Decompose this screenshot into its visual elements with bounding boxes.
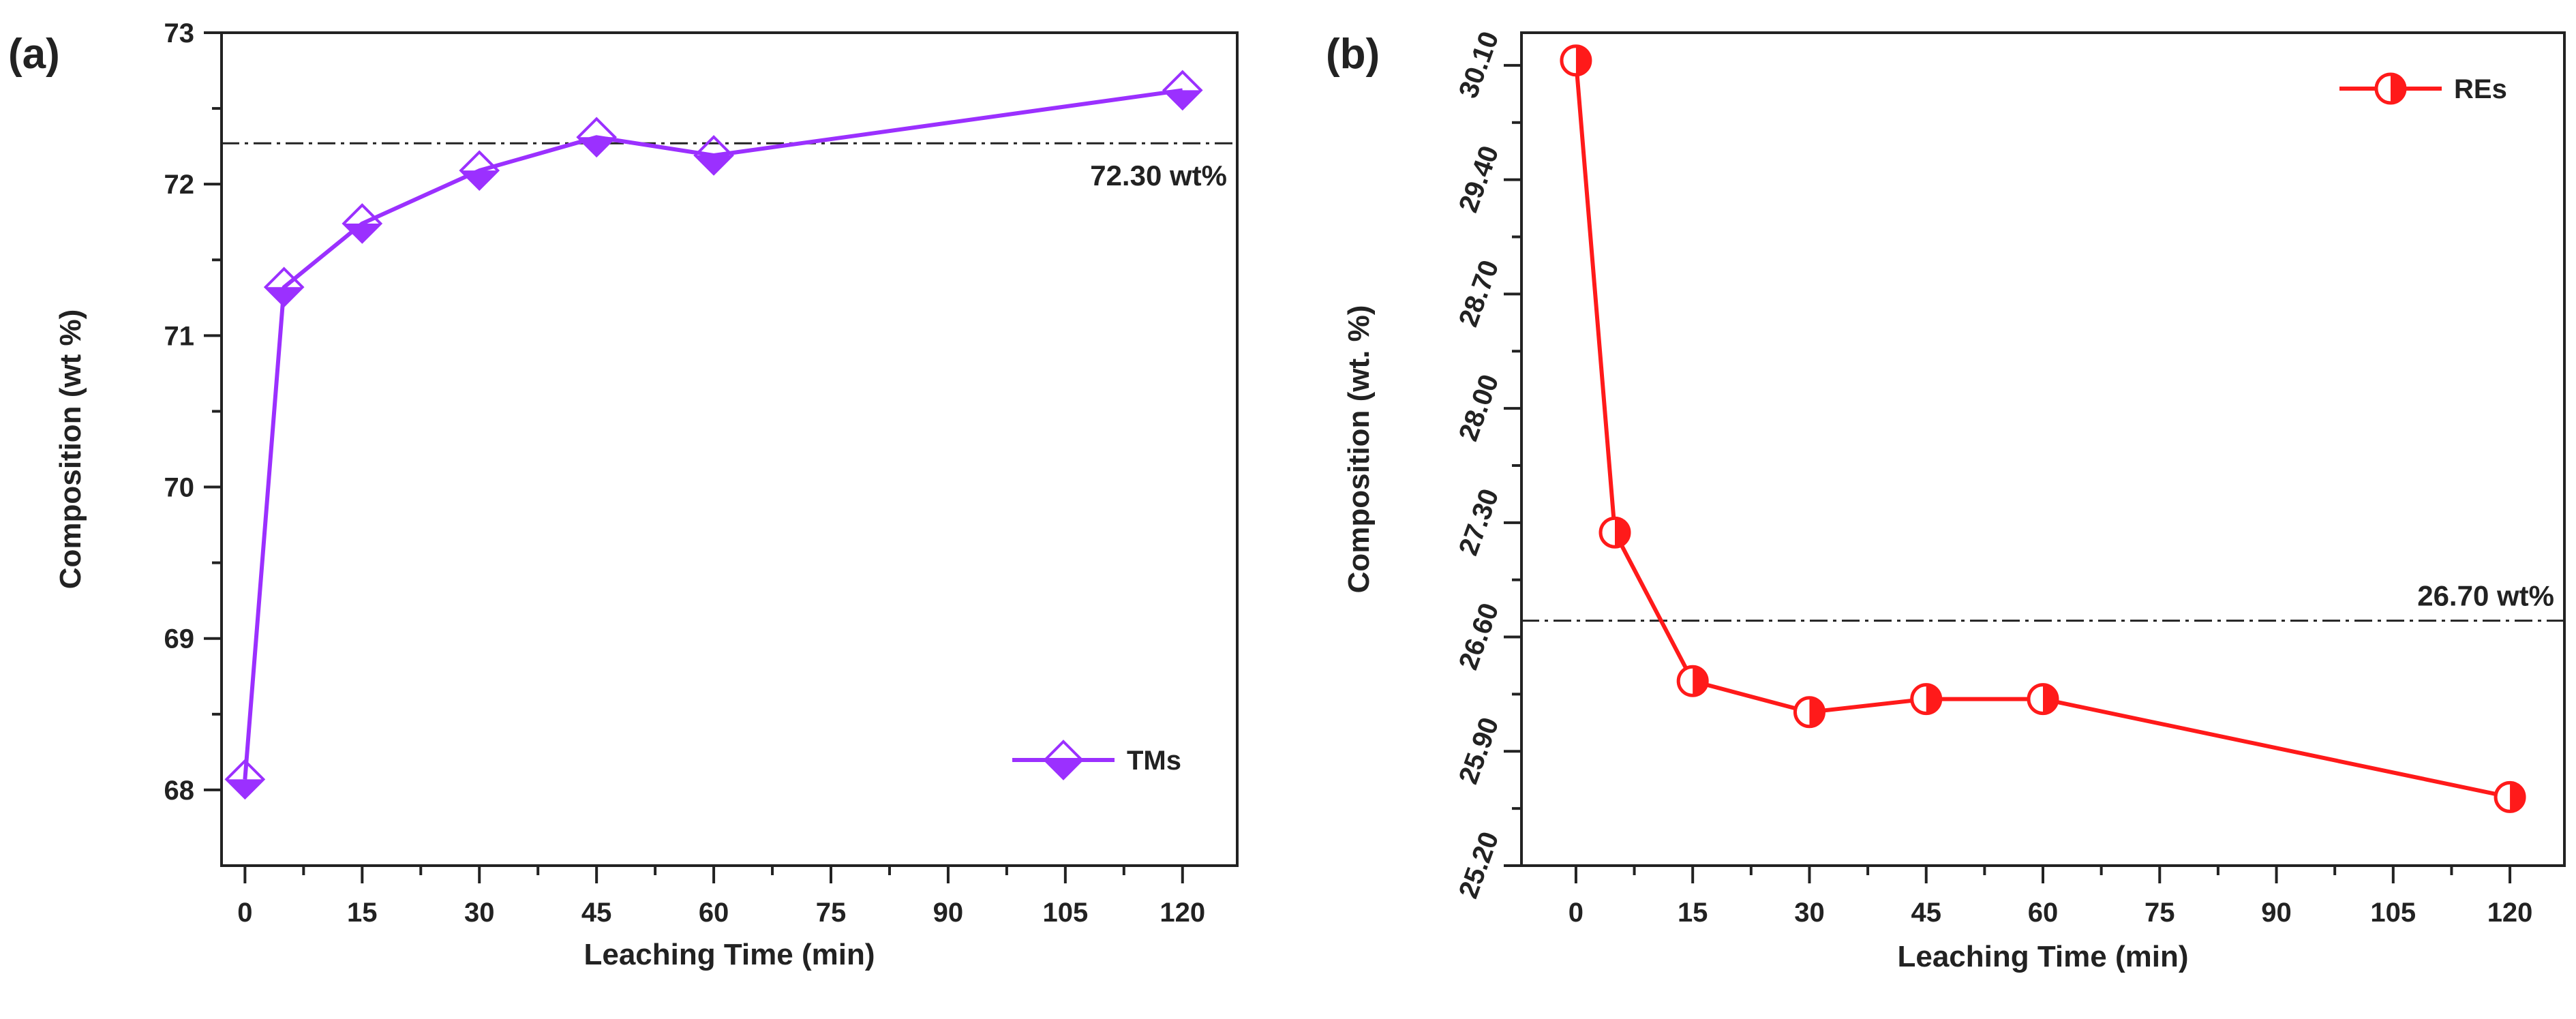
plot-frame (220, 31, 1239, 867)
data-point (1910, 683, 1943, 716)
legend-label: TMs (1127, 746, 1181, 776)
x-tick-label: 120 (1160, 898, 1205, 928)
legend-marker (1043, 740, 1084, 780)
y-tick-label: 30.10 (1453, 28, 1505, 102)
x-tick-label: 75 (2145, 898, 2175, 928)
y-tick-label: 25.90 (1453, 714, 1505, 788)
data-point (342, 203, 383, 244)
data-point (1162, 70, 1203, 111)
y-tick-label: 69 (164, 624, 195, 654)
y-tick-label: 71 (164, 321, 195, 351)
y-tick-label: 73 (164, 18, 195, 48)
x-tick-label: 0 (1569, 898, 1584, 928)
x-tick-label: 15 (347, 898, 378, 928)
y-tick-label: 29.40 (1453, 142, 1505, 216)
y-tick-label: 27.30 (1453, 485, 1505, 559)
series-line-tms (243, 88, 1183, 780)
x-tick-label: 75 (816, 898, 847, 928)
panel-a-chart: (a) 0 15 30 45 60 75 90 105 120 68 69 70 71 72 73 Leachi… (8, 18, 1239, 971)
plot-frame (1520, 31, 2566, 867)
y-tick-label: 70 (164, 473, 195, 503)
panel-b-chart: (b) 0 15 30 45 60 75 90 105 120 25.20 25.90 26.60 27.… (1326, 28, 2566, 973)
y-tick-label: 72 (164, 170, 195, 200)
y-tick-label: 28.00 (1453, 371, 1505, 445)
data-point (2027, 683, 2059, 716)
y-axis-title: Composition (wt %) (54, 309, 87, 590)
data-point (1676, 665, 1709, 697)
y-tick-label: 68 (164, 776, 195, 806)
legend-marker (2374, 72, 2407, 105)
data-point (459, 150, 500, 192)
y-tick-label: 26.60 (1453, 599, 1505, 673)
x-tick-label: 45 (1911, 898, 1941, 928)
data-point (576, 117, 617, 158)
data-point (263, 267, 305, 308)
data-point (1598, 516, 1631, 549)
panel-label: (a) (8, 31, 60, 78)
panel-label: (b) (1326, 31, 1380, 78)
x-tick-label: 15 (1678, 898, 1708, 928)
x-tick-label: 45 (581, 898, 612, 928)
y-tick-label: 25.20 (1453, 828, 1505, 902)
data-point (1793, 696, 1825, 729)
x-tick-label: 105 (1042, 898, 1088, 928)
reference-line-label: 26.70 wt% (2417, 580, 2554, 612)
y-axis-title: Composition (wt. %) (1342, 305, 1376, 594)
x-tick-label: 60 (699, 898, 729, 928)
data-point (2494, 780, 2526, 813)
legend-label: REs (2454, 74, 2507, 104)
x-tick-label: 90 (933, 898, 964, 928)
data-point (224, 759, 266, 800)
x-tick-label: 0 (237, 898, 252, 928)
x-tick-label: 60 (2028, 898, 2059, 928)
reference-line-label: 72.30 wt% (1090, 159, 1227, 192)
x-axis-title: Leaching Time (min) (584, 938, 875, 971)
x-tick-label: 90 (2261, 898, 2292, 928)
x-tick-label: 105 (2370, 898, 2416, 928)
x-tick-label: 30 (464, 898, 495, 928)
y-tick-label: 28.70 (1453, 256, 1505, 331)
data-point (693, 135, 734, 176)
x-tick-label: 120 (2487, 898, 2533, 928)
data-point (1560, 44, 1592, 77)
x-tick-label: 30 (1794, 898, 1825, 928)
x-axis-title: Leaching Time (min) (1897, 940, 2188, 973)
